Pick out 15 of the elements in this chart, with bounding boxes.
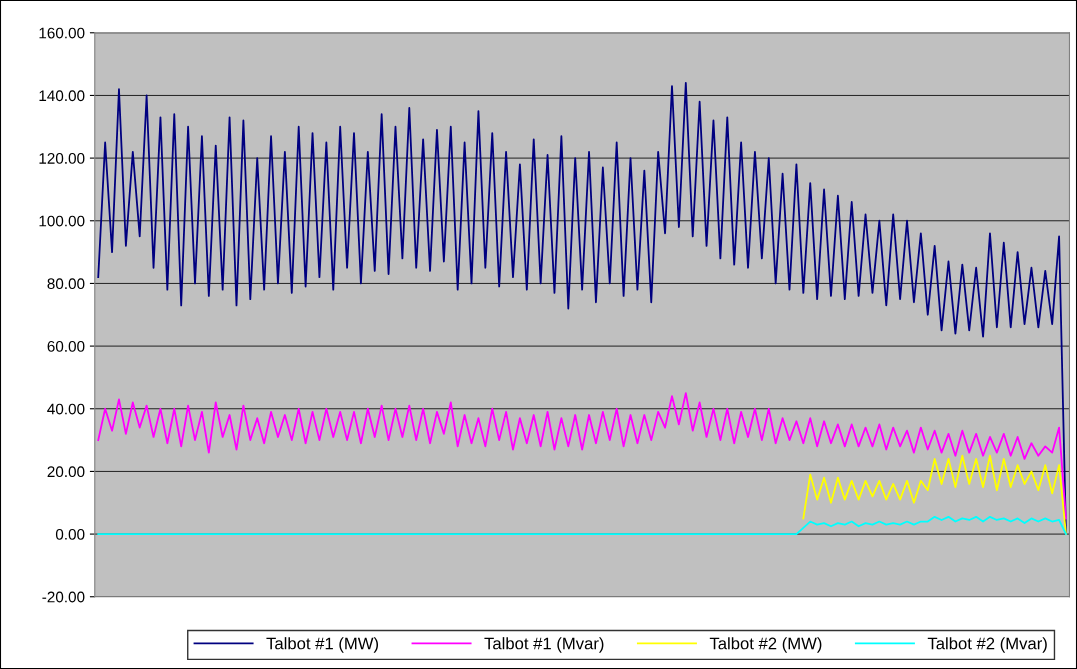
- y-tick-label: -20.00: [42, 591, 85, 603]
- y-tick-label: 160.00: [39, 27, 85, 39]
- y-tick-label: 0.00: [55, 528, 85, 540]
- line-series: [802, 454, 1067, 535]
- legend-label: Talbot #2 (Mvar): [927, 637, 1047, 653]
- y-tick-label: 140.00: [39, 90, 85, 102]
- y-tick-label: 60.00: [47, 340, 85, 352]
- legend-label: Talbot #1 (Mvar): [484, 637, 604, 653]
- y-tick-label: 20.00: [47, 466, 85, 478]
- y-tick-label: 40.00: [47, 403, 85, 415]
- legend-label: Talbot #1 (MW): [266, 637, 379, 653]
- y-tick-label: 100.00: [39, 215, 85, 227]
- y-tick-label: 80.00: [47, 278, 85, 290]
- y-tick-label: 120.00: [39, 152, 85, 164]
- legend-label: Talbot #2 (MW): [709, 637, 822, 653]
